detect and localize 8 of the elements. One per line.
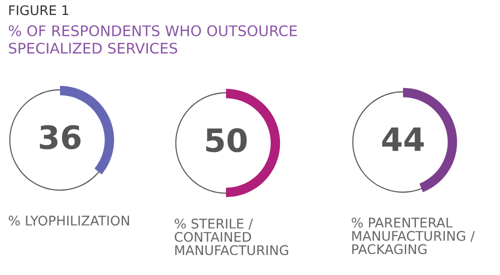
text: % STERILE / CONTAINED MANUFACTURING [174, 218, 288, 256]
text: % PARENTERAL MANUFACTURING / PACKAGING [352, 218, 475, 254]
chart-title: FIGURE 1 [9, 5, 68, 16]
data-label: 50 [206, 128, 247, 152]
data-label: 36 [40, 125, 81, 150]
data-label: 44 [382, 128, 424, 151]
text: % LYOPHILIZATION [8, 216, 130, 226]
text: % OF RESPONDENTS WHO OUTSOURCE SPECIALIZED SERVICES [8, 25, 297, 54]
